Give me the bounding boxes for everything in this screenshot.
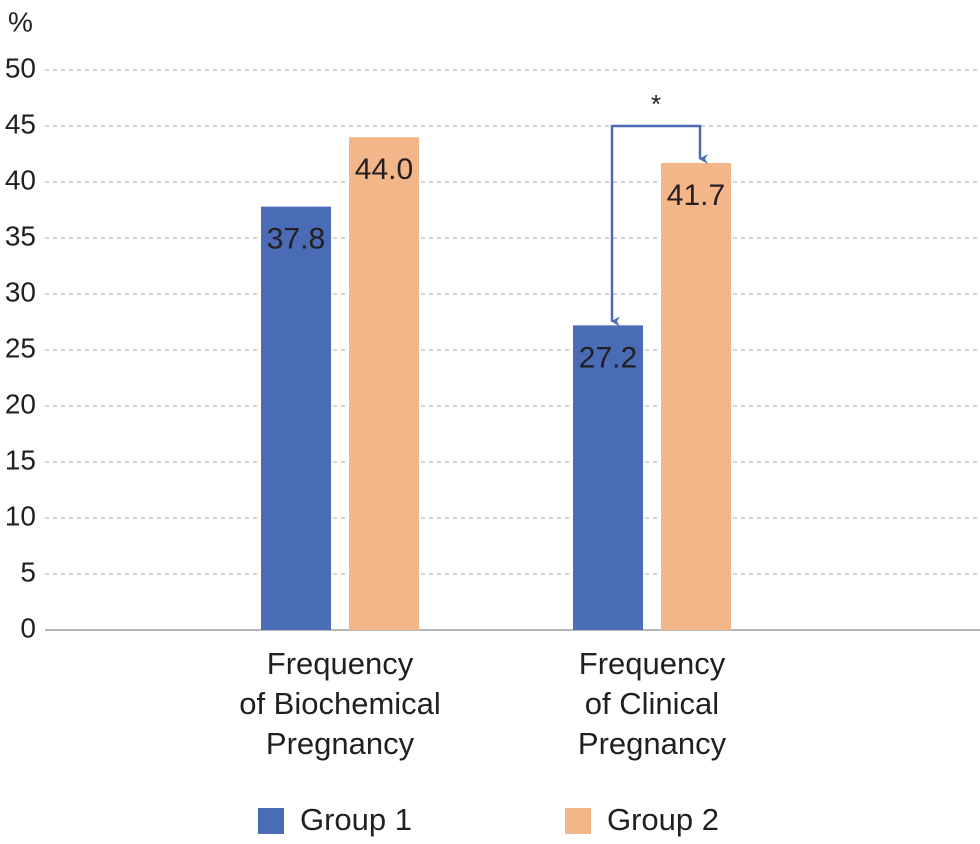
y-tick-label: 10 (5, 500, 36, 531)
bar (661, 162, 731, 630)
y-tick-label: 25 (5, 332, 36, 363)
y-tick-label: 45 (5, 108, 36, 139)
bar (261, 206, 331, 630)
annotation: * (651, 89, 661, 119)
x-tick-label: of Biochemical (239, 686, 441, 721)
y-tick-label: 40 (5, 164, 36, 195)
x-tick-label: Frequency (579, 646, 726, 681)
value-label: 27.2 (579, 341, 637, 374)
legend-swatch (258, 808, 284, 834)
y-tick-label: 5 (20, 556, 36, 587)
legend-label: Group 2 (607, 802, 719, 837)
legend-swatch (565, 808, 591, 834)
value-label: 41.7 (667, 179, 725, 212)
x-tick-label: of Clinical (585, 686, 719, 721)
bar (573, 325, 643, 630)
legend-label: Group 1 (300, 802, 412, 837)
y-tick-label: 35 (5, 220, 36, 251)
y-tick-label: 15 (5, 444, 36, 475)
significance-bracket (610, 124, 708, 327)
y-axis-label: % (8, 6, 33, 37)
y-tick-label: 20 (5, 388, 36, 419)
value-label: 37.8 (267, 223, 325, 256)
y-tick-label: 0 (20, 612, 36, 643)
y-tick-label: 50 (5, 52, 36, 83)
x-tick-label: Pregnancy (266, 726, 415, 761)
y-tick-label: 30 (5, 276, 36, 307)
bar (349, 137, 419, 630)
value-label: 44.0 (355, 153, 413, 186)
x-tick-label: Pregnancy (578, 726, 727, 761)
x-tick-label: Frequency (267, 646, 414, 681)
